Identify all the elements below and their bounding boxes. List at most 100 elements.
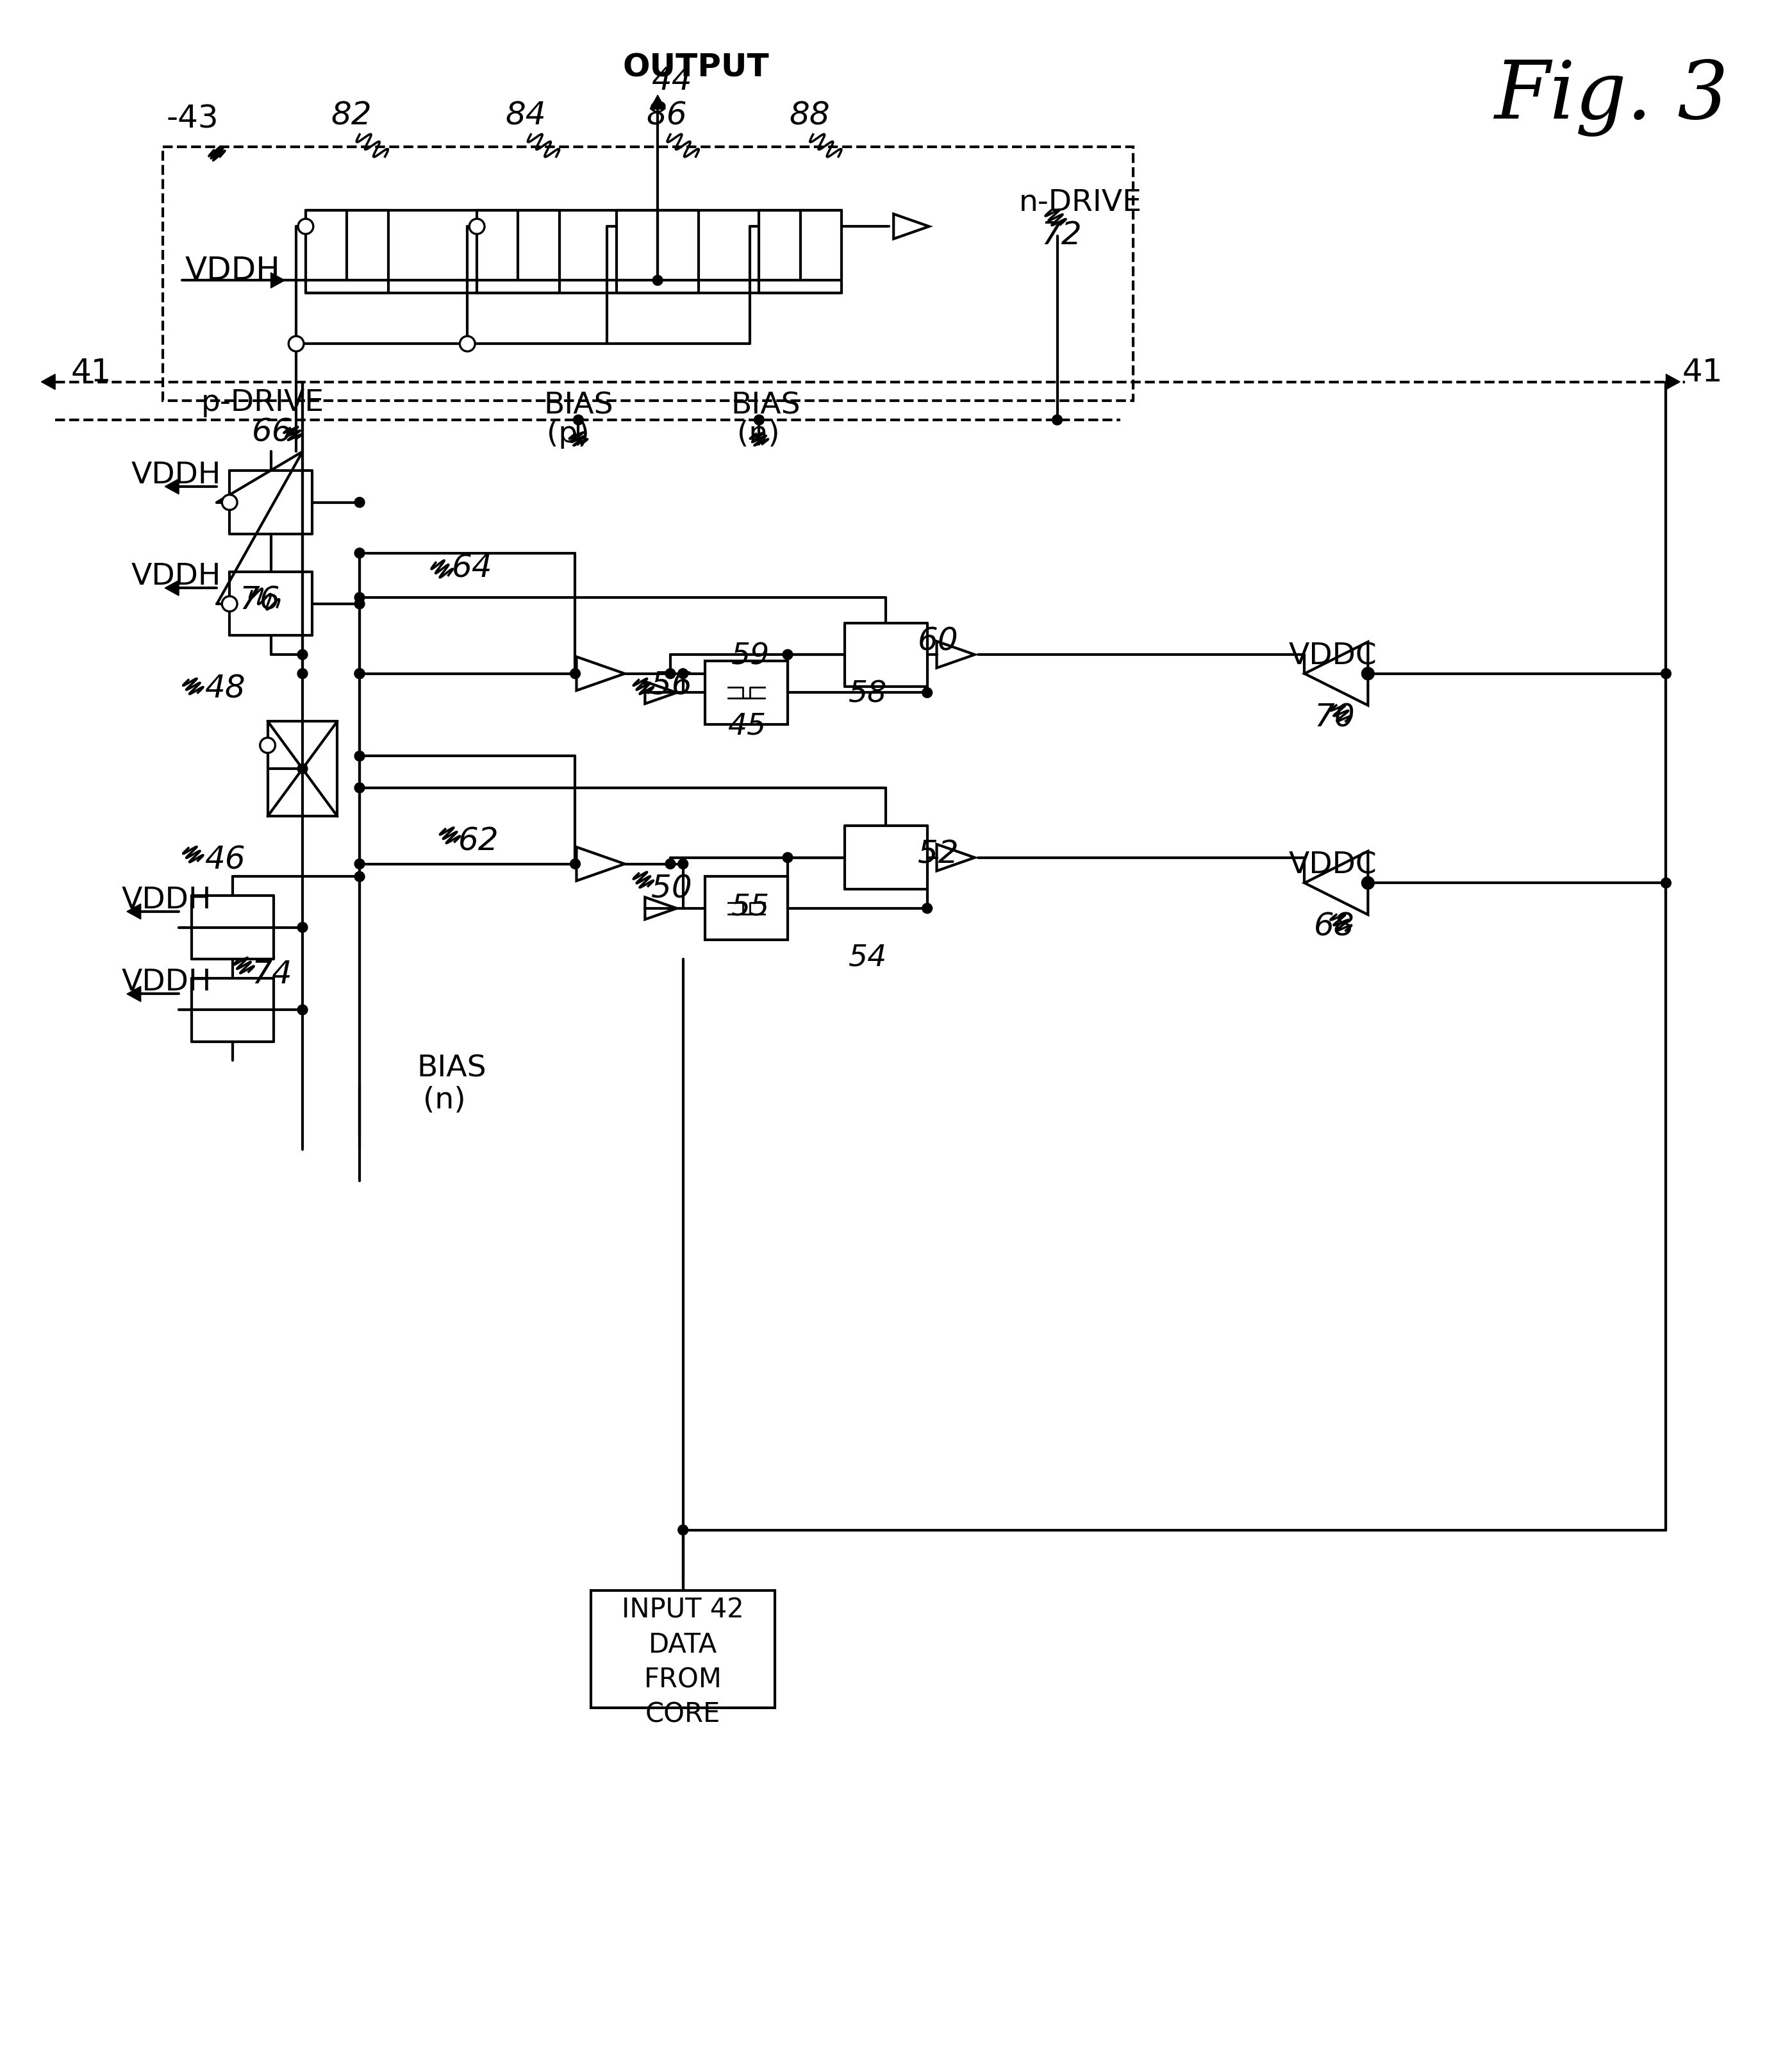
Circle shape xyxy=(665,859,676,869)
Circle shape xyxy=(355,871,364,881)
Text: VDDH: VDDH xyxy=(122,885,211,914)
Text: 60: 60 xyxy=(918,626,959,656)
Circle shape xyxy=(355,669,364,679)
Polygon shape xyxy=(41,374,56,389)
Circle shape xyxy=(665,669,676,679)
Text: 56: 56 xyxy=(650,671,692,701)
Bar xyxy=(163,147,1133,401)
Text: VDDC: VDDC xyxy=(1288,642,1376,671)
Bar xyxy=(706,661,788,724)
Text: 50: 50 xyxy=(650,873,692,904)
Circle shape xyxy=(297,669,308,679)
Text: 70: 70 xyxy=(1314,701,1355,732)
Text: (n): (n) xyxy=(737,419,780,448)
Text: BIAS: BIAS xyxy=(731,391,801,419)
Circle shape xyxy=(1661,669,1672,679)
Text: 82: 82 xyxy=(332,100,373,131)
Circle shape xyxy=(677,669,688,679)
Text: (p): (p) xyxy=(547,419,590,448)
Polygon shape xyxy=(165,581,179,595)
Text: 74: 74 xyxy=(253,959,292,990)
Text: 66: 66 xyxy=(253,417,292,448)
Circle shape xyxy=(570,669,581,679)
Circle shape xyxy=(923,687,932,697)
Text: VDDH: VDDH xyxy=(131,562,220,591)
Polygon shape xyxy=(1667,374,1679,389)
Circle shape xyxy=(461,335,475,352)
Text: BIAS: BIAS xyxy=(543,391,613,419)
Circle shape xyxy=(677,1526,688,1536)
Text: 68: 68 xyxy=(1314,912,1355,943)
Circle shape xyxy=(783,650,792,661)
Circle shape xyxy=(1661,877,1672,888)
Circle shape xyxy=(297,650,308,661)
Text: (n): (n) xyxy=(423,1086,466,1115)
Text: CORE: CORE xyxy=(645,1701,720,1728)
Text: 58: 58 xyxy=(848,679,887,710)
Circle shape xyxy=(355,859,364,869)
Text: 48: 48 xyxy=(204,673,246,703)
Circle shape xyxy=(570,859,581,869)
Text: 62: 62 xyxy=(459,826,498,857)
Text: 41: 41 xyxy=(72,358,111,389)
Circle shape xyxy=(573,415,584,425)
Text: FROM: FROM xyxy=(643,1667,722,1693)
Circle shape xyxy=(222,597,237,611)
Text: 54: 54 xyxy=(848,943,887,971)
Text: 88: 88 xyxy=(788,100,830,131)
Text: n-DRIVE: n-DRIVE xyxy=(1020,188,1142,217)
Text: 44: 44 xyxy=(650,65,692,96)
Bar xyxy=(591,1591,774,1708)
Text: 72: 72 xyxy=(1041,221,1082,252)
Text: VDDH: VDDH xyxy=(185,256,281,286)
Circle shape xyxy=(355,497,364,507)
Text: INPUT 42: INPUT 42 xyxy=(622,1597,744,1624)
Text: VDDC: VDDC xyxy=(1288,851,1376,879)
Circle shape xyxy=(652,276,663,286)
Text: 45: 45 xyxy=(728,712,765,740)
Text: 86: 86 xyxy=(647,100,686,131)
Circle shape xyxy=(297,763,308,773)
Circle shape xyxy=(355,751,364,761)
Circle shape xyxy=(754,415,763,425)
Polygon shape xyxy=(127,986,142,1002)
Text: VDDH: VDDH xyxy=(131,460,220,489)
Circle shape xyxy=(470,219,484,233)
Text: -43: -43 xyxy=(167,104,219,135)
Circle shape xyxy=(355,548,364,558)
Circle shape xyxy=(355,593,364,603)
Circle shape xyxy=(260,738,276,753)
Circle shape xyxy=(355,669,364,679)
Circle shape xyxy=(355,599,364,609)
Polygon shape xyxy=(271,272,285,288)
Bar xyxy=(267,722,337,816)
Bar xyxy=(706,877,788,941)
Circle shape xyxy=(222,495,237,509)
Text: VDDH: VDDH xyxy=(122,967,211,998)
Text: 64: 64 xyxy=(452,552,493,585)
Circle shape xyxy=(297,1004,308,1014)
Text: p-DRIVE: p-DRIVE xyxy=(201,389,324,417)
Circle shape xyxy=(783,853,792,863)
Polygon shape xyxy=(165,479,179,495)
Polygon shape xyxy=(127,904,142,918)
Text: OUTPUT: OUTPUT xyxy=(624,51,769,82)
Circle shape xyxy=(1362,877,1374,890)
Circle shape xyxy=(297,922,308,933)
Circle shape xyxy=(297,219,314,233)
Circle shape xyxy=(1052,415,1063,425)
Text: 84: 84 xyxy=(505,100,547,131)
Text: 46: 46 xyxy=(204,845,246,875)
Text: BIAS: BIAS xyxy=(418,1055,486,1084)
Circle shape xyxy=(677,859,688,869)
Text: 55: 55 xyxy=(731,892,769,922)
Circle shape xyxy=(1362,667,1374,679)
Polygon shape xyxy=(650,96,665,108)
Text: 41: 41 xyxy=(1683,358,1722,389)
Text: DATA: DATA xyxy=(649,1632,717,1658)
Circle shape xyxy=(923,904,932,914)
Circle shape xyxy=(355,783,364,793)
Text: 59: 59 xyxy=(731,642,769,671)
Circle shape xyxy=(289,335,305,352)
Text: 52: 52 xyxy=(918,838,959,869)
